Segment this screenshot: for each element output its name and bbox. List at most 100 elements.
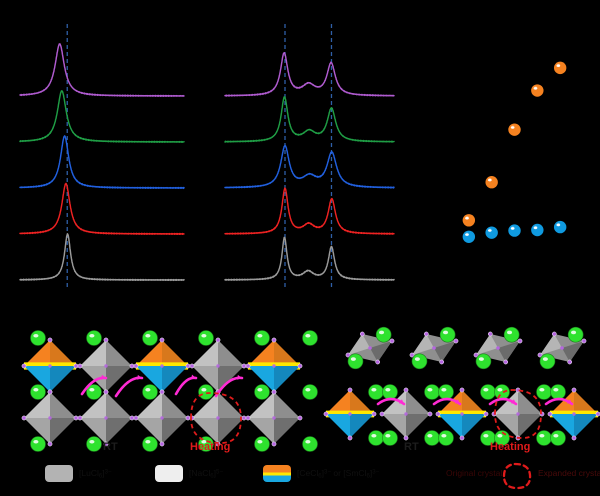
a-site-sphere-top-0: [30, 330, 46, 346]
rotation-arrow-0-head: [101, 374, 106, 380]
a-site-sphere-upper-a-0: [375, 326, 392, 343]
rotation-arrow-3-head: [237, 374, 242, 380]
a-site-sphere-row-top-5: [494, 384, 510, 400]
structure-right-heating-label: Heating: [490, 441, 531, 453]
a-site-sphere-mid-3: [198, 384, 214, 400]
a-site-sphere-row-top-7: [550, 384, 566, 400]
scatter-marker-blue-series-0: [462, 230, 476, 243]
a-site-sphere-mid-2: [142, 384, 158, 400]
a-site-sphere-top-1: [86, 330, 102, 346]
a-site-sphere-upper-b-3: [539, 353, 556, 370]
a-site-sphere-row-bot-0: [368, 430, 384, 446]
panel-a-plot: [19, 24, 185, 288]
octahedron-main-0: [323, 387, 377, 441]
octahedron-lower-4: [245, 389, 303, 447]
legend-item-lucl6: [LuCl6]3−: [45, 465, 112, 482]
rotation-arrow-2-head: [510, 399, 516, 404]
expanded-cell-highlight: [494, 389, 542, 439]
spectrum-trace-trace-3: [19, 135, 185, 190]
rotation-arrow-3-head: [566, 399, 572, 404]
a-site-sphere-top-4: [254, 330, 270, 346]
octahedron-upper-4: [245, 337, 303, 395]
a-site-sphere-row-top-2: [424, 384, 440, 400]
legend-item-cecl6-smcl6: [CeCl6]3− or [SmCl6]3−: [263, 465, 379, 482]
structure-diagram-left: [20, 322, 320, 454]
legend-expanded-crystal-outline-icon: [500, 461, 534, 491]
a-site-sphere-row-bot-6: [536, 430, 552, 446]
a-site-sphere-upper-a-1: [439, 326, 456, 343]
a-site-sphere-row-top-0: [368, 384, 384, 400]
octahedron-lower-3: [189, 389, 247, 447]
spectrum-trace-trace-3: [224, 144, 395, 189]
legend-item-original-crystal: Original crystal: [446, 463, 502, 481]
a-site-sphere-row-bot-2: [424, 430, 440, 446]
a-site-sphere-mid-0: [30, 384, 46, 400]
octahedron-lower-0: [21, 389, 79, 447]
legend-label-original-crystal: Original crystal: [446, 468, 503, 478]
octahedron-main-1: [379, 387, 433, 441]
legend-item-nacl6: [NaCl6]5−: [155, 465, 223, 482]
spectrum-trace-trace-2: [224, 187, 395, 235]
scatter-marker-blue-series-1: [485, 226, 498, 239]
a-site-sphere-upper-b-0: [347, 353, 364, 370]
panel-a-xrd-single-peak: [10, 24, 190, 288]
a-site-sphere-row-top-1: [382, 384, 398, 400]
octahedron-main-4: [547, 387, 600, 441]
legend-swatch-cecl6-icon: [263, 465, 291, 482]
legend-label-cecl6-smcl6: [CeCl6]3− or [SmCl6]3−: [297, 467, 380, 480]
spectrum-trace-trace-5: [19, 43, 185, 97]
scatter-marker-blue-series-4: [553, 220, 567, 234]
legend-label-nacl6: [NaCl6]5−: [189, 467, 224, 480]
a-site-sphere-row-top-3: [438, 384, 454, 400]
a-site-sphere-upper-a-2: [503, 326, 520, 343]
a-site-sphere-upper-b-2: [475, 353, 492, 370]
scatter-marker-orange-series-4: [553, 61, 567, 75]
structure-left-heating-label: Heating: [190, 441, 231, 453]
octahedron-upper-0: [21, 337, 79, 395]
scatter-marker-orange-series-0: [462, 214, 476, 227]
rotation-arrow-2: [174, 376, 198, 396]
spectrum-trace-trace-2: [19, 182, 185, 236]
a-site-sphere-mid-4: [254, 384, 270, 400]
a-site-sphere-upper-a-3: [567, 326, 584, 343]
a-site-sphere-row-top-6: [536, 384, 552, 400]
spectrum-trace-trace-4: [224, 96, 395, 143]
a-site-sphere-bot-5: [302, 436, 318, 452]
legend-swatch-nacl6-icon: [155, 465, 183, 482]
structure-right-rt-label: RT: [404, 441, 419, 453]
octahedron-main-3: [491, 387, 545, 441]
octahedron-lower-2: [133, 389, 191, 447]
octahedron-main-2: [435, 387, 489, 441]
a-site-sphere-mid-5: [302, 384, 318, 400]
a-site-sphere-bot-4: [254, 436, 270, 452]
a-site-sphere-top-2: [142, 330, 158, 346]
panel-c-scatter: [430, 28, 595, 258]
rotation-arrow-1-head: [454, 399, 460, 404]
rotation-arrow-0-head: [398, 399, 404, 404]
spectrum-trace-trace-4: [19, 90, 185, 143]
legend-bar: [LuCl6]3− [NaCl6]5− [CeCl6]3− or [SmCl6]…: [0, 455, 600, 496]
structure-right-svg: [323, 326, 600, 446]
octahedron-upper-2: [133, 337, 191, 395]
a-site-sphere-row-bot-4: [480, 430, 496, 446]
rotation-arrow-1: [114, 376, 144, 398]
a-site-sphere-row-bot-1: [382, 430, 398, 446]
a-site-sphere-mid-1: [86, 384, 102, 400]
a-site-sphere-bot-0: [30, 436, 46, 452]
structure-left-rt-label: RT: [103, 441, 118, 453]
a-site-sphere-bot-1: [86, 436, 102, 452]
a-site-sphere-upper-b-1: [411, 353, 428, 370]
scatter-marker-blue-series-3: [531, 223, 544, 237]
spectrum-trace-trace-1: [19, 233, 185, 282]
scatter-marker-orange-series-3: [531, 84, 544, 97]
panel-b-xrd-double-peak: [215, 24, 400, 288]
a-site-sphere-bot-2: [142, 436, 158, 452]
expanded-cell-highlight: [190, 392, 242, 444]
a-site-sphere-row-bot-7: [550, 430, 566, 446]
structure-diagram-right: [323, 322, 600, 454]
a-site-sphere-top-3: [198, 330, 214, 346]
a-site-sphere-bot-3: [198, 436, 214, 452]
a-site-sphere-row-top-4: [480, 384, 496, 400]
panel-c-plot: [462, 61, 567, 243]
a-site-sphere-row-bot-5: [494, 430, 510, 446]
